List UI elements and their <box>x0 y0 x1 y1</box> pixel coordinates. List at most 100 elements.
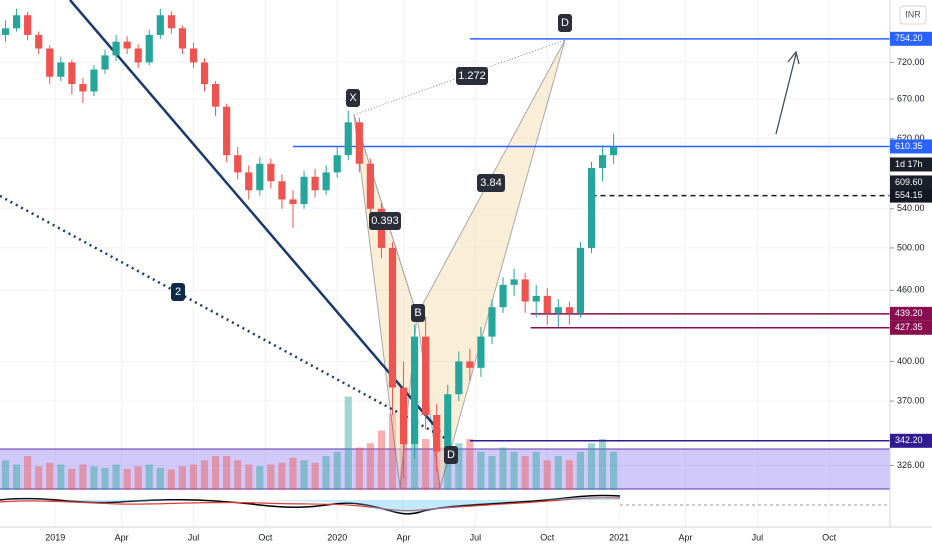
annotation-label: 0.393 <box>371 215 399 227</box>
candle-body <box>521 279 529 302</box>
candle-body <box>234 155 242 173</box>
volume-bar <box>145 464 153 490</box>
level-label: 554.15 <box>895 190 923 200</box>
candle-body <box>455 361 463 395</box>
annotation-box <box>456 67 488 85</box>
candle-body <box>532 295 540 302</box>
annotation-label: 3.84 <box>480 177 501 189</box>
candle-body <box>278 181 286 200</box>
annotation-label: D <box>447 449 455 461</box>
annotation-label: X <box>349 92 357 104</box>
candle-body <box>101 55 109 70</box>
y-tick-label: 460.00 <box>897 285 925 295</box>
level-badge <box>890 320 932 335</box>
candle-body <box>543 295 551 313</box>
countdown: 1d 17h <box>895 159 923 169</box>
candle-body <box>46 48 54 77</box>
volume-bar <box>267 464 275 490</box>
x-tick-label: 2021 <box>609 532 629 542</box>
volume-bar <box>278 462 286 490</box>
volume-bar <box>488 456 496 490</box>
candle-body <box>57 62 65 77</box>
candle-body <box>388 247 397 388</box>
x-tick-label: 2019 <box>45 532 65 542</box>
candle-body <box>178 28 187 49</box>
candle-body <box>399 387 408 445</box>
candle-body <box>200 62 209 85</box>
volume-bar <box>322 456 330 490</box>
candle-body <box>134 48 142 63</box>
volume-bar <box>156 467 164 490</box>
y-tick-label: 620.00 <box>897 133 925 143</box>
candle-body <box>112 41 120 56</box>
volume-bar <box>90 466 98 490</box>
candle-body <box>355 122 363 164</box>
candle-body <box>477 336 485 368</box>
y-tick-label: 540.00 <box>897 203 925 213</box>
volume-bar <box>178 466 187 490</box>
level-label: 342.20 <box>895 435 923 445</box>
y-tick-label: 720.00 <box>897 57 925 67</box>
volume-bar <box>610 451 618 490</box>
pattern-xb <box>353 114 418 316</box>
candle-body <box>444 394 452 452</box>
candle-body <box>598 155 607 169</box>
currency: INR <box>905 9 921 19</box>
candle-body <box>311 176 319 191</box>
volume-bar <box>455 443 463 490</box>
axes: 720.00 670.00 620.00 540.00 500.00 460.00 400.… <box>45 31 932 542</box>
candle-body <box>223 106 231 156</box>
candle-body <box>211 84 220 107</box>
currency-badge[interactable] <box>899 5 927 25</box>
candle-body <box>167 15 175 29</box>
candle-body <box>300 176 308 205</box>
levels <box>292 38 890 442</box>
candle-body <box>245 172 253 191</box>
annotation-box <box>477 174 505 192</box>
volume-bar <box>355 447 363 490</box>
volume-bar <box>532 451 540 490</box>
volume-bar <box>57 464 65 490</box>
y-tick-label: 326.00 <box>897 460 925 470</box>
volume-bar <box>12 464 21 490</box>
y-tick-label: 370.00 <box>897 395 925 405</box>
volume-bar <box>134 466 142 490</box>
x-tick-label: Apr <box>115 532 129 542</box>
volume-bar <box>234 460 242 490</box>
volume-bar <box>377 430 386 490</box>
volume-bar <box>68 468 76 490</box>
volume-bar <box>200 460 209 490</box>
candle-body <box>344 122 352 156</box>
volume-bar <box>477 451 485 490</box>
volume-bar <box>300 460 308 490</box>
candle-body <box>576 247 585 313</box>
volume-bar <box>444 447 452 490</box>
level-label: 610.35 <box>895 141 923 151</box>
volume-bar <box>344 396 352 490</box>
candle-body <box>554 307 562 313</box>
y-tick-label: 500.00 <box>897 242 925 252</box>
volume-bar <box>411 430 419 490</box>
candle-body <box>79 84 87 92</box>
volume-bar <box>554 456 562 490</box>
level-badge <box>890 139 932 154</box>
candle-body <box>289 199 297 205</box>
volume-bar <box>388 413 397 490</box>
volume-bar <box>510 451 518 490</box>
candle-body <box>565 307 573 313</box>
volume-bar <box>366 443 374 490</box>
candle-body <box>433 415 441 452</box>
volume-bar <box>311 462 319 490</box>
candle-body <box>1 28 10 35</box>
volume-bar <box>256 466 264 490</box>
volume-bar <box>1 460 10 490</box>
candle-body <box>610 147 618 156</box>
indicator-fill <box>0 496 620 513</box>
countdown-badge <box>890 157 932 172</box>
annotation-label: D <box>561 17 569 29</box>
volume-bar <box>245 464 253 490</box>
volume-bar <box>587 443 596 490</box>
x-tick-label: Jul <box>188 532 200 542</box>
level-badge <box>890 188 932 203</box>
